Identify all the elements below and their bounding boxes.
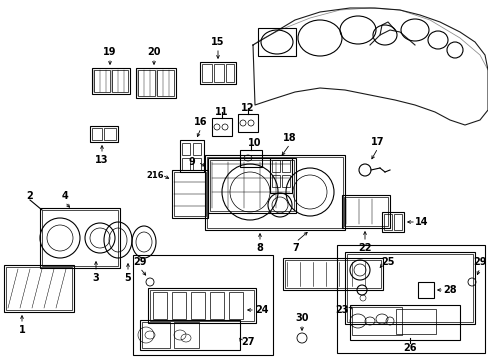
Bar [148, 288, 256, 323]
Bar [212, 118, 231, 136]
Text: 3: 3 [92, 273, 99, 283]
Text: 15: 15 [211, 37, 224, 47]
Text: 24: 24 [255, 305, 268, 315]
Bar [238, 114, 258, 132]
Bar [240, 150, 262, 167]
Bar [172, 170, 207, 218]
Bar [112, 70, 128, 92]
Bar [351, 307, 401, 335]
Text: 14: 14 [414, 217, 428, 227]
Bar [138, 70, 155, 96]
Text: 16: 16 [194, 117, 207, 127]
Text: 7: 7 [292, 243, 299, 253]
Text: 13: 13 [95, 155, 108, 165]
Bar [94, 70, 110, 92]
Bar [381, 212, 403, 232]
Bar [92, 68, 130, 94]
Bar [133, 255, 272, 355]
Bar [172, 292, 185, 319]
Bar [193, 158, 201, 170]
Bar [395, 309, 435, 334]
Bar [336, 245, 484, 353]
Text: 29: 29 [133, 257, 146, 267]
Bar [4, 265, 74, 312]
Bar [104, 128, 116, 140]
Bar [157, 70, 174, 96]
Text: 27: 27 [241, 337, 254, 347]
Bar [207, 158, 295, 213]
Bar [271, 160, 280, 172]
Bar [228, 292, 243, 319]
Bar [225, 64, 234, 82]
Bar [258, 28, 295, 56]
Bar [193, 143, 201, 155]
Text: 5: 5 [124, 273, 131, 283]
Text: 9: 9 [188, 157, 195, 167]
Bar [200, 62, 236, 84]
Text: 2: 2 [26, 191, 33, 201]
Bar [140, 320, 240, 350]
Bar [136, 68, 176, 98]
Bar [341, 195, 389, 228]
Bar [383, 214, 391, 230]
Bar [343, 197, 387, 226]
Bar [182, 143, 190, 155]
Bar [6, 267, 72, 310]
Text: 29: 29 [472, 257, 486, 267]
Bar [191, 292, 204, 319]
Bar [393, 214, 401, 230]
Bar [209, 160, 293, 211]
Bar [142, 322, 170, 348]
Bar [345, 252, 474, 324]
Text: 4: 4 [61, 191, 68, 201]
Text: 12: 12 [241, 103, 254, 113]
Text: 25: 25 [381, 257, 394, 267]
Text: 18: 18 [283, 133, 296, 143]
Bar [174, 322, 199, 348]
Bar [282, 160, 289, 172]
Bar [214, 64, 224, 82]
Text: 23: 23 [335, 305, 348, 315]
Bar [282, 175, 289, 187]
Bar [204, 155, 345, 230]
Text: 26: 26 [403, 343, 416, 353]
Text: 19: 19 [103, 47, 117, 57]
Bar [206, 157, 342, 228]
Bar [271, 175, 280, 187]
Bar [40, 208, 120, 268]
Text: 22: 22 [358, 243, 371, 253]
Bar [349, 305, 459, 340]
Bar [153, 292, 167, 319]
Text: 11: 11 [215, 107, 228, 117]
Text: 216: 216 [146, 171, 163, 180]
Bar [285, 260, 380, 288]
Text: 10: 10 [248, 138, 261, 148]
Bar [283, 258, 382, 290]
Text: 17: 17 [370, 137, 384, 147]
Text: 8: 8 [256, 243, 263, 253]
Bar [209, 292, 224, 319]
Bar [269, 158, 291, 193]
Bar [202, 64, 212, 82]
Bar [90, 126, 118, 142]
Bar [182, 158, 190, 170]
Bar [180, 140, 203, 172]
Text: 20: 20 [147, 47, 161, 57]
Bar [150, 290, 253, 321]
Text: 1: 1 [19, 325, 25, 335]
Bar [174, 172, 205, 216]
Bar [42, 210, 118, 266]
Bar [417, 282, 433, 298]
Bar [346, 254, 472, 322]
Bar [92, 128, 102, 140]
Text: 28: 28 [442, 285, 456, 295]
Text: 30: 30 [295, 313, 308, 323]
